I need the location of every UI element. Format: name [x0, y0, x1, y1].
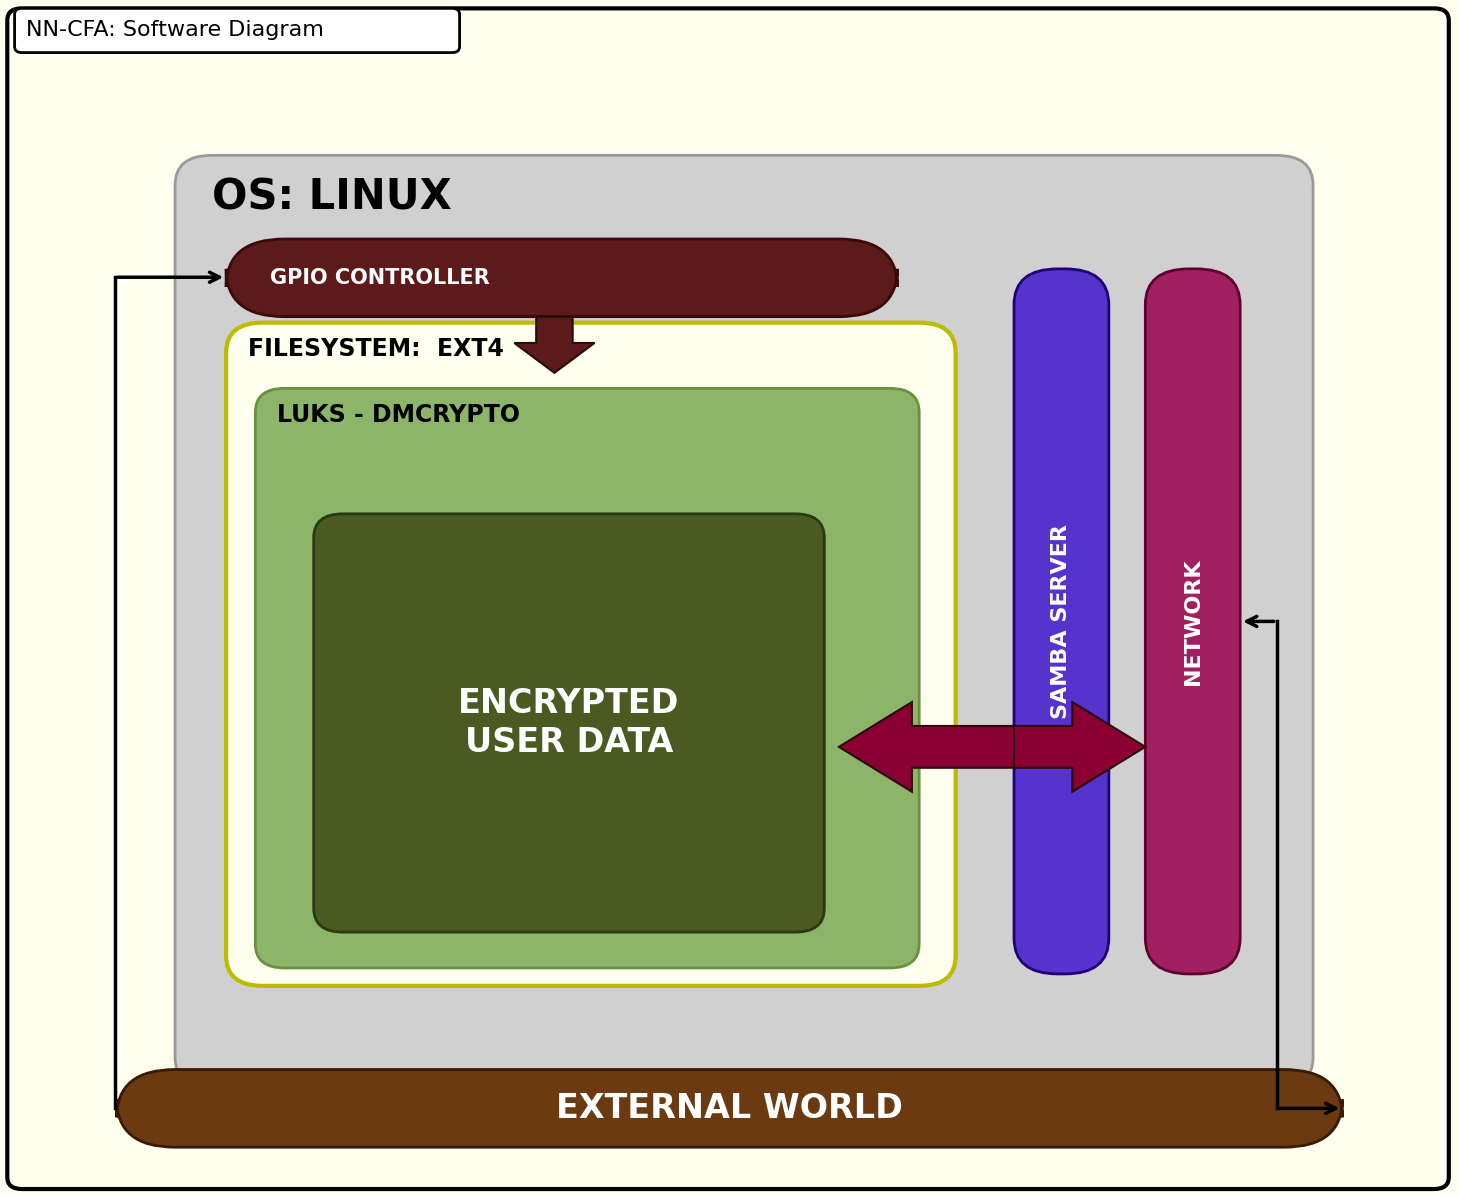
Polygon shape: [1014, 703, 1145, 792]
FancyBboxPatch shape: [1014, 269, 1109, 974]
Polygon shape: [839, 703, 1014, 792]
FancyBboxPatch shape: [255, 388, 919, 968]
Text: GPIO CONTROLLER: GPIO CONTROLLER: [270, 268, 490, 288]
Polygon shape: [514, 317, 595, 373]
Text: NN-CFA: Software Diagram: NN-CFA: Software Diagram: [26, 20, 324, 41]
Text: EXTERNAL WORLD: EXTERNAL WORLD: [556, 1092, 903, 1124]
Text: OS: LINUX: OS: LINUX: [212, 177, 451, 219]
FancyBboxPatch shape: [226, 323, 956, 986]
FancyBboxPatch shape: [175, 155, 1313, 1087]
FancyBboxPatch shape: [7, 8, 1449, 1189]
Text: SAMBA SERVER: SAMBA SERVER: [1052, 523, 1071, 719]
FancyBboxPatch shape: [15, 8, 460, 53]
Text: ENCRYPTED
USER DATA: ENCRYPTED USER DATA: [458, 687, 680, 759]
Text: NETWORK: NETWORK: [1183, 558, 1202, 685]
FancyBboxPatch shape: [1145, 269, 1240, 974]
FancyBboxPatch shape: [226, 239, 897, 317]
Text: LUKS - DMCRYPTO: LUKS - DMCRYPTO: [277, 403, 521, 427]
Text: FILESYSTEM:  EXT4: FILESYSTEM: EXT4: [248, 337, 503, 361]
FancyBboxPatch shape: [314, 514, 824, 932]
FancyBboxPatch shape: [117, 1070, 1342, 1147]
